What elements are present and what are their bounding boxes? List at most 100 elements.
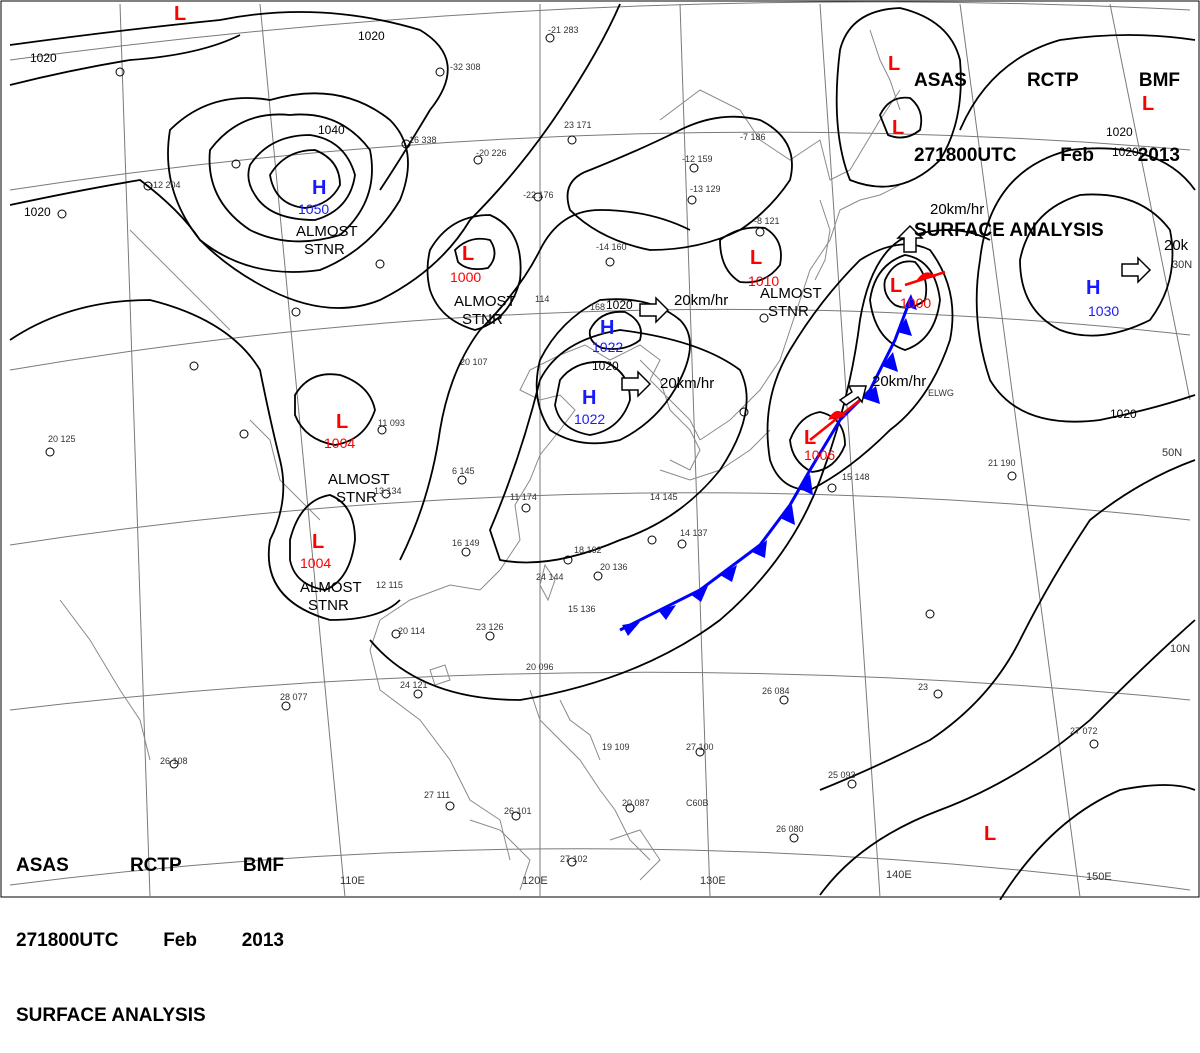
station-plot-text: ELWG bbox=[928, 388, 954, 398]
station-plot-text: 27 100 bbox=[686, 742, 714, 752]
station-plot-text: 11 174 bbox=[510, 492, 537, 502]
motion-arrow-icon bbox=[896, 224, 924, 253]
low-pressure-symbol: L bbox=[174, 3, 186, 25]
isobar-line bbox=[289, 494, 356, 591]
isobar-line bbox=[294, 373, 376, 446]
isobar-line bbox=[566, 115, 793, 251]
low-pressure-symbol: L bbox=[984, 823, 996, 845]
station-circle bbox=[567, 135, 577, 145]
parallel-line bbox=[9, 848, 1191, 891]
movement-text: ALMOST bbox=[760, 285, 822, 302]
station-plot-text: 15 148 bbox=[842, 472, 870, 482]
station-circle bbox=[291, 307, 301, 317]
low-pressure-value: 1006 bbox=[804, 447, 835, 463]
low-pressure-symbol: L bbox=[462, 243, 474, 265]
station-circle bbox=[1089, 739, 1099, 749]
station-circle bbox=[231, 159, 241, 169]
station-plot-text: 23 bbox=[918, 682, 928, 692]
movement-text-line2: STNR bbox=[462, 311, 503, 328]
station-plot-text: C60B bbox=[686, 798, 709, 808]
motion-arrow-icon bbox=[838, 385, 867, 406]
header-station: RCTP bbox=[1026, 70, 1079, 91]
longitude-label: 110E bbox=[340, 875, 365, 887]
movement-label: 20km/hr bbox=[660, 375, 714, 392]
station-plot-text: 168 bbox=[590, 302, 605, 312]
map-annotations: 110E 120E 130E 140E 150E 10N 30N 50N H 1… bbox=[24, 3, 1192, 887]
coastline-kamchatka bbox=[869, 29, 901, 111]
cold-front-barb bbox=[780, 505, 795, 525]
movement-label: ALMOST STNR bbox=[454, 293, 516, 328]
longitude-label: 130E bbox=[700, 875, 726, 887]
header-month: Feb bbox=[1060, 145, 1094, 166]
movement-label: 20k bbox=[1164, 237, 1189, 254]
station-circle bbox=[115, 67, 125, 77]
station-plot-text: 20 087 bbox=[622, 798, 650, 808]
high-pressure-value: 1022 bbox=[592, 339, 623, 355]
station-plot-text: -21 283 bbox=[548, 25, 579, 35]
station-plot-text: 14 137 bbox=[680, 528, 708, 538]
isobar-line bbox=[399, 209, 691, 561]
high-pressure-symbol: H bbox=[600, 317, 614, 339]
movement-text-line2: STNR bbox=[336, 489, 377, 506]
station-plot-text: -7 186 bbox=[740, 132, 766, 142]
low-pressure-symbol: L bbox=[890, 275, 902, 297]
station-markers bbox=[45, 33, 1099, 867]
movement-text: ALMOST bbox=[296, 223, 358, 240]
station-circle bbox=[473, 155, 483, 165]
latitude-label: 50N bbox=[1162, 447, 1182, 459]
header-year: 2013 bbox=[241, 930, 284, 951]
coastline-russia bbox=[659, 89, 901, 181]
meridian-line bbox=[1109, 3, 1191, 401]
low-pressure-symbol: L bbox=[312, 531, 324, 553]
low-pressure-symbol: L bbox=[888, 53, 900, 75]
isobar-line bbox=[789, 411, 846, 473]
station-circle bbox=[827, 483, 837, 493]
latitude-label: 10N bbox=[1170, 643, 1190, 655]
low-pressure-symbol: L bbox=[892, 117, 904, 139]
movement-text: ALMOST bbox=[328, 471, 390, 488]
coastline-taiwan bbox=[539, 563, 556, 602]
station-plot-text: 27 111 bbox=[424, 790, 450, 800]
motion-arrow-icon bbox=[639, 296, 670, 324]
isobar-line bbox=[554, 360, 631, 436]
header-office: BMF bbox=[1138, 70, 1180, 91]
station-plot-text: -22 176 bbox=[523, 190, 554, 200]
isobar-line bbox=[975, 147, 1196, 423]
station-plot-text: -12 159 bbox=[682, 154, 713, 164]
station-plot-text: 24 121 bbox=[400, 680, 428, 690]
station-plot-text: 26 108 bbox=[160, 756, 188, 766]
cold-front-barb bbox=[798, 474, 813, 495]
station-plot-text: -13 129 bbox=[690, 184, 721, 194]
high-pressure-symbol: H bbox=[312, 177, 326, 199]
isobar-line bbox=[1019, 193, 1174, 337]
low-pressure-value: 1000 bbox=[450, 269, 481, 285]
meridian-line bbox=[119, 3, 151, 898]
isobar-line bbox=[588, 310, 642, 350]
station-labels: -32 308 -16 338 -20 226 -22 176 -14 160 -12 1… bbox=[48, 25, 1098, 864]
station-plot-text: 20 096 bbox=[526, 662, 554, 672]
border-line bbox=[129, 229, 231, 331]
header-line-3: SURFACE ANALYSIS bbox=[16, 1003, 284, 1028]
coastline-borneo bbox=[469, 819, 531, 891]
movement-label: 20km/hr bbox=[930, 201, 984, 218]
station-plot-text: 28 077 bbox=[280, 692, 308, 702]
station-circle bbox=[545, 33, 555, 43]
station-circle bbox=[57, 209, 67, 219]
cold-front-barb bbox=[658, 605, 676, 620]
station-circle bbox=[239, 429, 249, 439]
header-line-2: 271800UTC Feb 2013 bbox=[914, 143, 1180, 168]
header-month: Feb bbox=[163, 930, 197, 951]
station-circle bbox=[925, 609, 935, 619]
coastline-philippines bbox=[529, 689, 651, 861]
isobar-line bbox=[835, 7, 962, 188]
isobar-line bbox=[9, 34, 241, 86]
isobar-line bbox=[999, 784, 1196, 900]
isobar-line bbox=[535, 298, 691, 445]
cold-front-barb bbox=[690, 586, 708, 602]
movement-label: ALMOST STNR bbox=[760, 285, 822, 320]
cold-front-barb bbox=[882, 352, 898, 372]
parallel-line bbox=[9, 492, 1191, 546]
isobar-line bbox=[879, 96, 923, 139]
header-office: BMF bbox=[242, 855, 284, 876]
meridian-line bbox=[259, 3, 346, 898]
